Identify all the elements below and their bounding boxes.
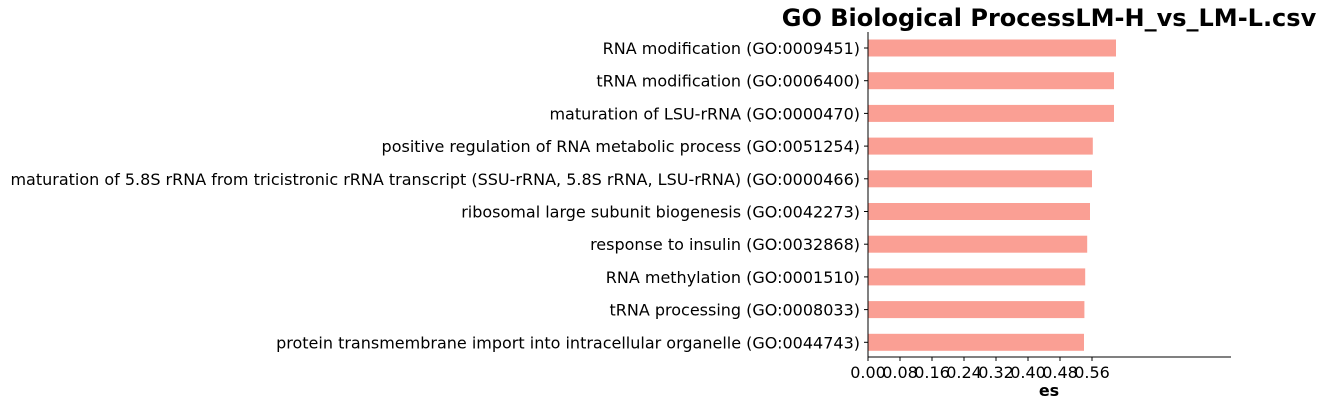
category-label: ribosomal large subunit biogenesis (GO:0… bbox=[461, 203, 860, 222]
category-label: response to insulin (GO:0032868) bbox=[590, 235, 860, 254]
category-label: positive regulation of RNA metabolic pro… bbox=[382, 137, 860, 156]
category-label: RNA methylation (GO:0001510) bbox=[606, 268, 860, 287]
bar bbox=[868, 235, 1088, 253]
bar bbox=[868, 268, 1086, 286]
category-label: tRNA processing (GO:0008033) bbox=[609, 301, 860, 320]
category-label: protein transmembrane import into intrac… bbox=[276, 333, 860, 352]
bar bbox=[868, 170, 1092, 188]
x-tick-label: 0.16 bbox=[914, 363, 950, 382]
bar bbox=[868, 333, 1084, 351]
x-tick-label: 0.08 bbox=[882, 363, 918, 382]
chart-title: GO Biological ProcessLM-H_vs_LM-L.csv bbox=[782, 4, 1317, 32]
x-axis-ticks: 0.000.080.160.240.320.400.480.56 bbox=[850, 357, 1110, 382]
bar bbox=[868, 39, 1116, 57]
x-tick-label: 0.32 bbox=[978, 363, 1014, 382]
category-label: RNA modification (GO:0009451) bbox=[603, 39, 860, 58]
bar bbox=[868, 72, 1114, 90]
category-label: maturation of LSU-rRNA (GO:0000470) bbox=[549, 104, 860, 123]
bar bbox=[868, 301, 1085, 319]
x-tick-label: 0.24 bbox=[946, 363, 982, 382]
category-labels: RNA modification (GO:0009451) tRNA modifi… bbox=[10, 39, 868, 352]
x-tick-label: 0.40 bbox=[1010, 363, 1046, 382]
category-label: maturation of 5.8S rRNA from tricistroni… bbox=[10, 170, 860, 189]
x-tick-label: 0.00 bbox=[850, 363, 886, 382]
bars-group bbox=[868, 39, 1116, 351]
bar bbox=[868, 104, 1114, 122]
category-label: tRNA modification (GO:0006400) bbox=[596, 72, 860, 91]
x-tick-label: 0.48 bbox=[1042, 363, 1078, 382]
x-tick-label: 0.56 bbox=[1074, 363, 1110, 382]
x-axis-title: es bbox=[1039, 381, 1059, 400]
bar bbox=[868, 137, 1093, 155]
bar bbox=[868, 203, 1090, 220]
